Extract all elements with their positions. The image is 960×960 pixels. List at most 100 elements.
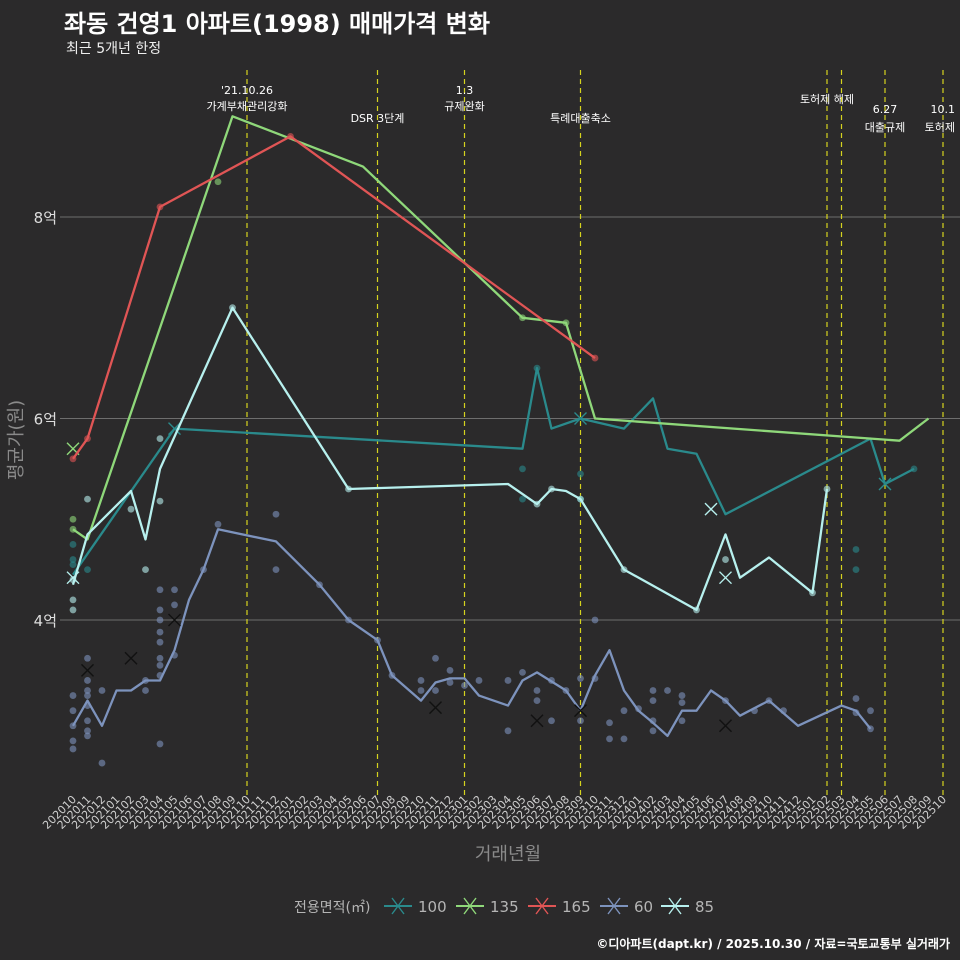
data-point-60 xyxy=(446,679,454,686)
cross-marker-60 xyxy=(124,651,138,665)
data-point-60 xyxy=(649,727,657,735)
data-point-60 xyxy=(156,628,164,636)
cross-marker-100 xyxy=(878,477,892,491)
data-point-60 xyxy=(156,654,164,662)
data-point-60 xyxy=(156,606,164,614)
data-point-60 xyxy=(606,719,613,727)
data-point-60 xyxy=(98,687,106,694)
data-point-60 xyxy=(461,682,468,689)
legend-swatch-cross xyxy=(391,897,405,915)
x-axis-title: 거래년월 xyxy=(475,844,541,865)
data-point-60 xyxy=(475,677,483,684)
data-point-60 xyxy=(852,695,860,702)
series-line-135 xyxy=(72,115,930,541)
data-point-60 xyxy=(272,510,280,518)
data-point-85 xyxy=(69,606,77,614)
data-point-60 xyxy=(678,692,686,699)
data-point-60 xyxy=(504,677,512,684)
cross-marker-60 xyxy=(719,719,732,733)
cross-marker-100 xyxy=(574,412,587,425)
data-point-60 xyxy=(591,616,599,624)
data-point-85 xyxy=(69,596,77,604)
data-point-60 xyxy=(156,586,164,594)
series-line-100 xyxy=(72,366,915,576)
data-point-60 xyxy=(577,675,584,682)
chart-title: 좌동 건영1 아파트(1998) 매매가격 변화 xyxy=(64,10,490,38)
series-layer xyxy=(66,115,930,767)
data-point-100 xyxy=(69,541,77,548)
data-point-60 xyxy=(98,759,106,767)
data-point-100 xyxy=(519,495,526,503)
legend-label-100: 100 xyxy=(418,898,447,916)
legend-label-165: 165 xyxy=(562,898,591,916)
data-point-100 xyxy=(519,465,526,473)
data-point-100 xyxy=(852,566,860,574)
data-point-60 xyxy=(533,687,541,694)
event-label: '21.10.26 xyxy=(221,84,273,97)
data-point-100 xyxy=(577,470,584,478)
y-axis-title: 평균가(원) xyxy=(6,400,27,480)
event-label: 토허제 xyxy=(925,121,955,134)
event-label: 대출규제 xyxy=(865,121,905,134)
legend-swatch-cross xyxy=(535,897,549,915)
data-point-60 xyxy=(142,687,149,694)
cross-marker-60 xyxy=(530,714,544,728)
data-point-60 xyxy=(156,661,164,669)
data-point-60 xyxy=(214,520,222,528)
data-point-60 xyxy=(620,735,628,743)
legend-swatch-cross xyxy=(668,897,682,915)
event-label: 6.27 xyxy=(873,103,898,116)
legend-layer: 전용면적(㎡) 100 135 165 60 85 xyxy=(294,897,714,916)
data-point-60 xyxy=(84,717,91,725)
cross-marker-85 xyxy=(66,571,80,585)
y-tick-label: 6억 xyxy=(34,411,57,429)
data-point-85 xyxy=(156,435,164,443)
data-point-85 xyxy=(84,495,91,503)
data-point-100 xyxy=(69,556,77,563)
data-point-60 xyxy=(156,740,164,748)
data-point-100 xyxy=(84,566,91,574)
data-point-60 xyxy=(446,666,454,674)
source-caption: ©디아파트(dapt.kr) / 2025.10.30 / 자료=국토교통부 실… xyxy=(596,937,950,951)
data-point-60 xyxy=(867,707,874,715)
data-point-60 xyxy=(606,735,613,743)
legend-label-135: 135 xyxy=(490,898,519,916)
event-label: 규제완화 xyxy=(444,100,484,113)
data-point-60 xyxy=(664,687,671,694)
data-point-60 xyxy=(69,737,77,745)
data-point-60 xyxy=(417,687,425,694)
data-point-100 xyxy=(852,546,860,553)
event-label: 특례대출축소 xyxy=(550,112,611,125)
event-label: 토허제 해제 xyxy=(800,92,854,106)
data-point-60 xyxy=(69,707,77,715)
cross-marker-60 xyxy=(429,701,442,715)
data-point-60 xyxy=(84,727,91,735)
data-point-60 xyxy=(533,697,541,704)
event-label: DSR 3단계 xyxy=(351,112,405,125)
data-point-85 xyxy=(142,566,149,574)
legend-swatch-cross xyxy=(463,897,477,915)
data-point-85 xyxy=(156,497,164,505)
data-point-60 xyxy=(417,677,425,684)
data-point-135 xyxy=(69,515,77,523)
data-point-60 xyxy=(84,692,91,699)
series-line-165 xyxy=(72,135,596,460)
data-point-60 xyxy=(432,687,439,694)
data-point-60 xyxy=(649,687,657,694)
data-point-60 xyxy=(678,717,686,725)
legend-label-60: 60 xyxy=(634,898,653,916)
event-label: 가계부채관리강화 xyxy=(207,100,288,113)
data-point-60 xyxy=(156,638,164,646)
cross-marker-85 xyxy=(719,571,732,585)
legend-title: 전용면적(㎡) xyxy=(294,900,370,916)
data-point-60 xyxy=(649,697,657,704)
data-point-60 xyxy=(171,586,178,594)
series-line-85 xyxy=(71,306,829,612)
cross-marker-60 xyxy=(168,613,181,627)
cross-marker-60 xyxy=(81,663,94,677)
data-point-60 xyxy=(69,745,77,753)
y-tick-label: 4억 xyxy=(34,612,57,630)
data-point-60 xyxy=(504,727,512,735)
